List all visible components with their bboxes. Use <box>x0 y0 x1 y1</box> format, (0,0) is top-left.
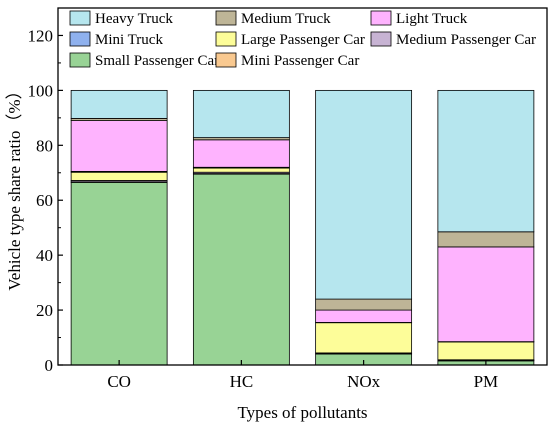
x-tick-label-co: CO <box>107 372 131 391</box>
legend-swatch-medium-passenger-car <box>371 32 391 46</box>
bar-segment-hc-large-passenger-car <box>193 168 289 172</box>
bar-segment-co-heavy-truck <box>71 90 167 118</box>
bar-segment-hc-light-truck <box>193 140 289 167</box>
y-tick-label: 0 <box>45 356 54 375</box>
y-tick-label: 80 <box>36 136 53 155</box>
legend: Heavy Truck Medium Truck Light Truck Mini T… <box>70 11 536 69</box>
bar-segment-nox-medium-truck <box>316 299 412 310</box>
legend-label-medium-passenger-car: Medium Passenger Car <box>396 32 536 48</box>
legend-label-large-passenger-car: Large Passenger Car <box>241 32 365 48</box>
y-tick-label: 120 <box>28 26 54 45</box>
y-axis-label: Vehicle type share ratio（%） <box>5 82 24 290</box>
x-tick-label-pm: PM <box>474 372 499 391</box>
legend-label-mini-passenger-car: Mini Passenger Car <box>241 53 359 69</box>
bar-segment-co-small-passenger-car <box>71 182 167 365</box>
legend-swatch-large-passenger-car <box>216 32 236 46</box>
bar-segment-pm-light-truck <box>438 247 534 342</box>
bars-layer <box>71 90 534 365</box>
legend-swatch-heavy-truck <box>70 11 90 25</box>
legend-swatch-medium-truck <box>216 11 236 25</box>
y-tick-label: 60 <box>36 191 53 210</box>
y-tick-label: 20 <box>36 301 53 320</box>
bar-segment-pm-large-passenger-car <box>438 342 534 360</box>
bar-segment-hc-heavy-truck <box>193 90 289 137</box>
bar-segment-pm-heavy-truck <box>438 90 534 231</box>
y-tick-label: 100 <box>28 81 54 100</box>
bar-segment-co-light-truck <box>71 121 167 172</box>
bar-segment-nox-heavy-truck <box>316 90 412 299</box>
x-tick-label-nox: NOx <box>347 372 381 391</box>
y-tick-label: 40 <box>36 246 53 265</box>
legend-swatch-mini-truck <box>70 32 90 46</box>
bar-segment-co-large-passenger-car <box>71 172 167 180</box>
legend-swatch-light-truck <box>371 11 391 25</box>
legend-label-heavy-truck: Heavy Truck <box>95 11 173 27</box>
x-axis-label: Types of pollutants <box>237 403 367 422</box>
legend-label-mini-truck: Mini Truck <box>95 32 163 48</box>
x-tick-label-hc: HC <box>230 372 254 391</box>
bar-segment-hc-small-passenger-car <box>193 174 289 365</box>
bar-segment-pm-medium-truck <box>438 232 534 247</box>
bar-segment-nox-large-passenger-car <box>316 323 412 353</box>
legend-swatch-small-passenger-car <box>70 53 90 67</box>
legend-label-light-truck: Light Truck <box>396 11 468 27</box>
bar-segment-nox-light-truck <box>316 310 412 322</box>
legend-label-small-passenger-car: Small Passenger Car <box>95 53 219 69</box>
legend-swatch-mini-passenger-car <box>216 53 236 67</box>
legend-label-medium-truck: Medium Truck <box>241 11 331 27</box>
